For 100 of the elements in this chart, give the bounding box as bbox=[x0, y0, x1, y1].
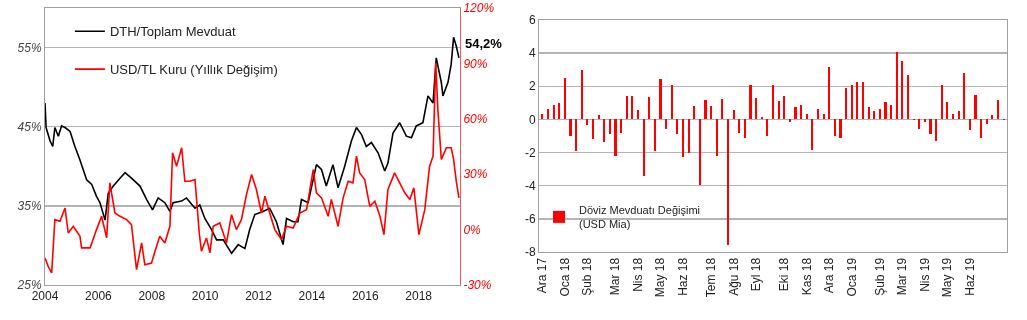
x-tick-label: Şub 18 bbox=[580, 257, 595, 296]
bar bbox=[850, 85, 853, 120]
y-tick-label: 6 bbox=[528, 13, 536, 28]
bar bbox=[935, 119, 938, 141]
bar bbox=[541, 114, 544, 120]
x-tick-label: Ağu 18 bbox=[726, 257, 741, 296]
bar bbox=[828, 67, 831, 120]
y-tick-label: 35% bbox=[17, 199, 42, 214]
bar bbox=[771, 84, 775, 120]
x-tick-label: Nis 19 bbox=[917, 257, 932, 292]
x-tick-label: Oca 18 bbox=[557, 257, 572, 297]
bar bbox=[867, 107, 870, 120]
y-tick-label: -8 bbox=[524, 245, 536, 260]
bar bbox=[721, 98, 724, 120]
bar bbox=[974, 95, 977, 120]
bar bbox=[811, 119, 814, 151]
y-tick-label: -6 bbox=[524, 212, 536, 227]
bar bbox=[586, 119, 589, 126]
line-series bbox=[45, 61, 460, 274]
bar bbox=[929, 119, 932, 134]
legend-label: USD/TL Kuru (Yıllık Değişim) bbox=[109, 62, 278, 78]
x-tick-label: 2010 bbox=[191, 289, 219, 304]
bar bbox=[985, 119, 988, 124]
bar bbox=[856, 82, 859, 120]
x-tick-label: Eyl 18 bbox=[749, 257, 764, 292]
bar bbox=[845, 87, 848, 120]
bar bbox=[923, 119, 926, 122]
x-tick-label: Şub 19 bbox=[872, 257, 887, 296]
bar bbox=[569, 119, 572, 136]
bar bbox=[726, 119, 730, 246]
bar bbox=[631, 96, 634, 120]
x-tick-label: Oca 19 bbox=[844, 257, 859, 297]
bar bbox=[732, 110, 735, 120]
y2-tick-label: 120% bbox=[463, 1, 495, 16]
y-tick-label: -2 bbox=[524, 145, 536, 160]
bar bbox=[895, 52, 898, 120]
y-tick-label: -4 bbox=[524, 178, 536, 193]
x-tick-label: Tem 18 bbox=[704, 257, 719, 298]
bar bbox=[620, 119, 623, 133]
x-tick-label: May 19 bbox=[940, 257, 955, 298]
bar bbox=[884, 102, 887, 120]
x-tick-label: Mar 19 bbox=[895, 257, 910, 296]
bar bbox=[642, 119, 645, 176]
y-tick-label: 45% bbox=[17, 119, 42, 134]
bar bbox=[563, 78, 566, 120]
bar bbox=[738, 119, 741, 133]
x-tick-label: Kas 18 bbox=[799, 257, 814, 296]
bar bbox=[901, 61, 904, 120]
x-tick-label: Ara 18 bbox=[822, 257, 837, 294]
x-tick-label: 2006 bbox=[85, 289, 113, 304]
bar bbox=[749, 84, 752, 120]
y2-tick-label: 30% bbox=[463, 167, 488, 182]
y2-tick-label: 90% bbox=[463, 56, 488, 71]
y2-tick-label: 0% bbox=[463, 222, 482, 237]
bar bbox=[546, 109, 550, 120]
bar bbox=[698, 119, 701, 185]
y2-tick-label: 60% bbox=[463, 112, 488, 126]
bar bbox=[603, 119, 606, 142]
legend-label: Döviz Mevduatı Değişimi (USD Mia) bbox=[579, 204, 701, 231]
bar bbox=[783, 96, 786, 120]
x-tick-label: 2008 bbox=[138, 289, 166, 304]
bar bbox=[704, 100, 707, 120]
bar bbox=[980, 119, 983, 138]
bar bbox=[743, 119, 746, 139]
bar bbox=[940, 84, 943, 120]
bar bbox=[636, 110, 640, 120]
bar bbox=[968, 119, 971, 131]
x-tick-label: Haz 19 bbox=[962, 257, 977, 296]
bar bbox=[963, 73, 966, 120]
bar bbox=[659, 78, 662, 120]
bar bbox=[839, 119, 842, 139]
bar bbox=[648, 97, 651, 120]
bar bbox=[918, 119, 921, 129]
bar bbox=[608, 119, 611, 135]
bar bbox=[906, 74, 910, 120]
bar bbox=[665, 119, 668, 130]
bar bbox=[946, 102, 949, 120]
x-tick-label: Mar 18 bbox=[608, 257, 623, 296]
bar bbox=[558, 102, 561, 120]
x-tick-label: Ara 17 bbox=[535, 257, 550, 294]
bar bbox=[591, 119, 595, 140]
bar bbox=[625, 96, 628, 120]
bar bbox=[788, 119, 791, 122]
bar bbox=[693, 106, 696, 120]
x-tick-label: 2012 bbox=[245, 289, 273, 304]
bar bbox=[687, 119, 690, 153]
bar bbox=[715, 119, 718, 156]
bar bbox=[755, 97, 758, 120]
bar bbox=[681, 119, 685, 157]
x-tick-label: 2018 bbox=[405, 289, 433, 304]
x-tick-label: 2014 bbox=[298, 289, 326, 304]
bar bbox=[890, 105, 893, 120]
bar bbox=[777, 101, 780, 120]
y2-tick-label: -30% bbox=[463, 278, 492, 293]
legend-label: DTH/Toplam Mevduat bbox=[109, 24, 236, 40]
x-tick-label: Nis 18 bbox=[630, 257, 645, 292]
annotation: 54,2% bbox=[465, 36, 503, 51]
bar bbox=[614, 119, 617, 156]
x-tick-label: Eki 18 bbox=[777, 257, 792, 292]
y-tick-label: 2 bbox=[528, 79, 536, 94]
